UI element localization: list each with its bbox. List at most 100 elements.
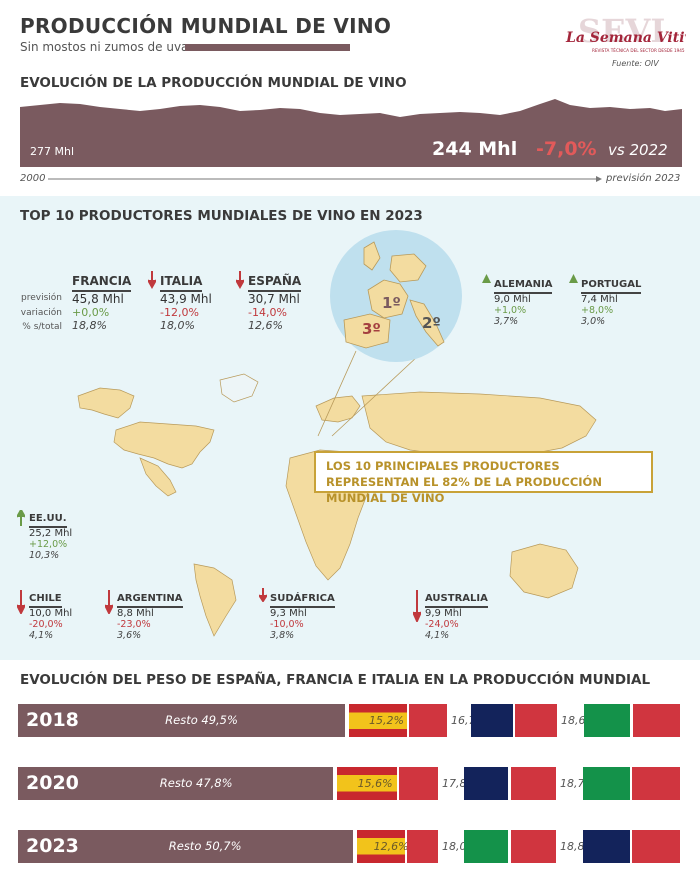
country-name: AUSTRALIA bbox=[425, 593, 488, 608]
map-europe bbox=[315, 395, 361, 423]
share-label-espana: 12,6% bbox=[373, 840, 409, 853]
country-share: 3,0% bbox=[581, 316, 606, 327]
country-name: PORTUGAL bbox=[581, 279, 642, 294]
svg-text:La Semana Vitivinícola: La Semana Vitivinícola bbox=[565, 30, 686, 46]
country-share: 3,6% bbox=[117, 630, 142, 641]
country-variacion: -10,0% bbox=[270, 619, 304, 630]
map-australia bbox=[509, 543, 579, 599]
country-prevision: 25,2 Mhl bbox=[29, 528, 73, 539]
country-eeuu: EE.UU. 25,2 Mhl +12,0% 10,3% bbox=[29, 506, 72, 561]
country-share: 18,8% bbox=[72, 319, 107, 332]
country-australia: AUSTRALIA 9,9 Mhl -24,0% 4,1% bbox=[425, 586, 488, 641]
arrow-down-icon bbox=[413, 590, 421, 622]
arrow-up-icon bbox=[17, 510, 25, 526]
share-segment-italia-end bbox=[632, 767, 680, 800]
country-prevision: 8,8 Mhl bbox=[117, 608, 154, 619]
svg-text:SEVI: SEVI bbox=[578, 12, 665, 50]
world-map: 1º 2º 3º bbox=[77, 230, 597, 637]
evolution-area-chart: 277 Mhl 244 Mhl -7,0% vs 2022 bbox=[20, 99, 682, 167]
country-variacion: -23,0% bbox=[117, 619, 151, 630]
zoom-spain bbox=[343, 313, 391, 349]
share-resto-segment bbox=[18, 704, 345, 737]
share-segment-francia-end bbox=[510, 767, 556, 800]
top10-callout: LOS 10 PRINCIPALES PRODUCTORES REPRESENT… bbox=[314, 451, 653, 505]
evolution-area bbox=[20, 99, 682, 167]
arrow-down-icon bbox=[17, 590, 25, 614]
map-greenland bbox=[219, 373, 259, 403]
share-segment-francia bbox=[471, 704, 513, 737]
rank-2-label: 2º bbox=[422, 314, 441, 332]
country-name: ESPAÑA bbox=[248, 274, 302, 292]
share-segment-francia bbox=[582, 830, 630, 863]
arrow-down-icon bbox=[259, 588, 267, 602]
country-prevision: 9,3 Mhl bbox=[270, 608, 307, 619]
share-segment-italia bbox=[583, 704, 631, 737]
arrow-down-icon bbox=[236, 271, 244, 289]
share-resto-label: Resto 50,7% bbox=[168, 839, 242, 853]
country-prevision: 10,0 Mhl bbox=[29, 608, 73, 619]
share-resto-label: Resto 47,8% bbox=[159, 776, 233, 790]
axis-end: previsión 2023 bbox=[606, 173, 681, 184]
share-segment-francia-end bbox=[632, 830, 680, 863]
share-segment-francia-end bbox=[515, 704, 557, 737]
axis-start: 2000 bbox=[20, 173, 46, 184]
zoom-uk bbox=[363, 241, 381, 271]
country-italia: ITALIA 43,9 Mhl -12,0% 18,0% bbox=[160, 270, 212, 332]
country-variacion: -12,0% bbox=[160, 306, 199, 319]
change-value: -7,0% bbox=[536, 138, 597, 160]
map-alaska bbox=[77, 387, 135, 419]
share-label-espana: 15,6% bbox=[357, 777, 393, 790]
share-title: EVOLUCIÓN DEL PESO DE ESPAÑA, FRANCIA E … bbox=[20, 672, 651, 688]
country-name: ITALIA bbox=[160, 274, 203, 292]
row-label-prevision: previsión bbox=[21, 293, 62, 303]
country-name: CHILE bbox=[29, 593, 62, 608]
country-name: ARGENTINA bbox=[117, 593, 183, 608]
map-mexico bbox=[139, 457, 177, 497]
country-variacion: -20,0% bbox=[29, 619, 63, 630]
share-year-label: 2018 bbox=[26, 709, 79, 731]
arrow-up-icon bbox=[569, 274, 578, 283]
country-prevision: 9,0 Mhl bbox=[494, 294, 531, 305]
arrow-down-icon bbox=[148, 271, 156, 289]
arrow-down-icon bbox=[105, 590, 113, 614]
country-prevision: 30,7 Mhl bbox=[248, 292, 300, 306]
country-share: 3,7% bbox=[494, 316, 519, 327]
country-variacion: +12,0% bbox=[29, 539, 68, 550]
share-resto-segment bbox=[18, 830, 353, 863]
subtitle-bar bbox=[185, 44, 350, 51]
share-segment-italia bbox=[463, 830, 509, 863]
page-title: PRODUCCIÓN MUNDIAL DE VINO bbox=[20, 14, 392, 38]
country-variacion: +8,0% bbox=[581, 305, 614, 316]
country-share: 4,1% bbox=[29, 630, 54, 641]
share-segment-espana bbox=[349, 704, 407, 737]
country-variacion: +1,0% bbox=[494, 305, 527, 316]
country-variacion: -14,0% bbox=[248, 306, 287, 319]
page-subtitle: Sin mostos ni zumos de uva bbox=[20, 40, 189, 54]
share-label-espana: 15,2% bbox=[369, 714, 404, 727]
share-row-2018: 2018 Resto 49,5% 15,2% 16,7% 18,6% bbox=[18, 704, 682, 737]
share-segment-italia-end bbox=[510, 830, 556, 863]
country-name: SUDÁFRICA bbox=[270, 593, 335, 608]
share-resto-segment bbox=[18, 767, 333, 800]
country-prevision: 43,9 Mhl bbox=[160, 292, 212, 306]
country-share: 3,8% bbox=[270, 630, 295, 641]
sevi-logo: SEVI La Semana Vitivinícola REVISTA TÉCN… bbox=[562, 12, 700, 58]
source-note: Fuente: OIV bbox=[612, 59, 659, 68]
start-value: 277 Mhl bbox=[30, 145, 74, 158]
country-prevision: 45,8 Mhl bbox=[72, 292, 124, 306]
arrow-up-icon bbox=[482, 274, 491, 283]
share-segment-espana-end bbox=[409, 704, 447, 737]
zoom-france bbox=[367, 279, 409, 319]
country-name: FRANCIA bbox=[72, 274, 132, 292]
country-prevision: 7,4 Mhl bbox=[581, 294, 618, 305]
evolution-title: EVOLUCIÓN DE LA PRODUCCIÓN MUNDIAL DE VI… bbox=[20, 75, 407, 91]
share-row-2020: 2020 Resto 47,8% 15,6% 17,8% 18,7% bbox=[18, 767, 682, 800]
country-francia: FRANCIA 45,8 Mhl +0,0% 18,8% bbox=[72, 270, 132, 332]
country-share: 12,6% bbox=[248, 319, 283, 332]
zoom-italy bbox=[409, 299, 445, 347]
zoom-germany bbox=[389, 253, 427, 283]
share-segment-francia bbox=[463, 767, 509, 800]
share-year-label: 2023 bbox=[26, 835, 79, 857]
row-labels: previsión variación % s/total bbox=[14, 291, 62, 335]
top10-title: TOP 10 PRODUCTORES MUNDIALES DE VINO EN … bbox=[20, 208, 423, 224]
